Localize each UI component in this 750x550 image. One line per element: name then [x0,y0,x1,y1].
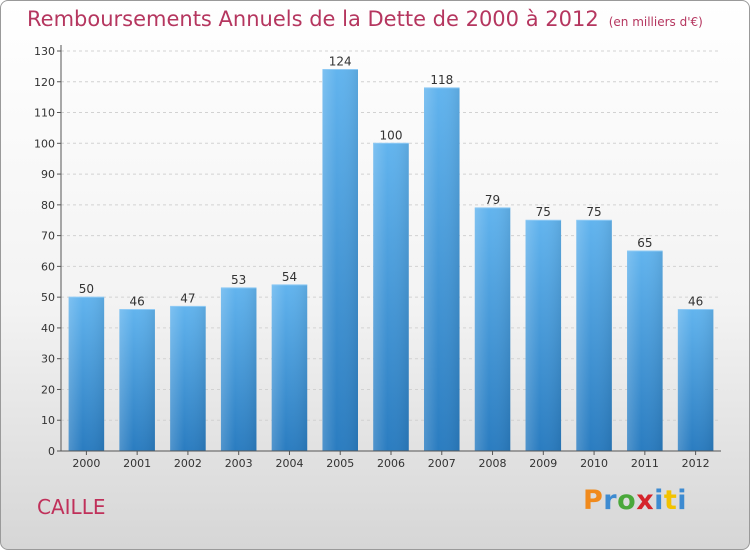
x-tick-label: 2005 [326,457,354,470]
y-tick-label: 50 [41,291,55,304]
logo-letter: o [617,485,637,516]
y-tick-label: 120 [34,76,55,89]
chart-title: Remboursements Annuels de la Dette de 20… [27,7,703,31]
data-label: 124 [329,54,352,68]
logo-letter: i [654,485,664,516]
bar-shade [271,284,308,451]
bar-shade [424,87,460,451]
x-tick-label: 2012 [682,457,710,470]
bar-shade [474,207,511,451]
y-tick-label: 90 [41,168,55,181]
bar-shade [576,220,612,451]
x-tick-label: 2009 [529,457,557,470]
data-label: 46 [688,294,703,308]
bar-shade [322,69,358,451]
bar-shade [119,309,155,451]
y-tick-label: 40 [41,322,55,335]
proxiti-logo: Proxiti [583,485,687,516]
data-label: 65 [637,236,652,250]
x-tick-label: 2002 [174,457,202,470]
logo-letter: i [677,485,688,516]
bar-shade [170,306,206,451]
bar-shade [68,297,105,451]
data-label: 50 [79,282,94,296]
logo-letter: P [583,485,604,516]
bar-layer: 50 46 47 53 54 124 100 118 79 75 75 65 46 [68,54,714,452]
data-label: 118 [430,73,453,87]
commune-name: CAILLE [37,495,106,519]
bar-shade [525,220,562,451]
y-tick-label: 130 [34,45,55,58]
x-tick-label: 2004 [275,457,303,470]
y-tick-label: 10 [41,414,55,427]
y-tick-label: 100 [34,137,55,150]
data-label: 54 [282,270,297,284]
data-label: 100 [380,128,403,142]
x-tick-label: 2003 [225,457,253,470]
x-tick-label: 2011 [631,457,659,470]
unit-label: (en milliers d'€) [608,15,703,29]
logo-letter: x [636,485,655,516]
y-tick-label: 60 [41,260,55,273]
y-tick-label: 30 [41,353,55,366]
data-label: 75 [586,205,601,219]
x-tick-label: 2000 [72,457,100,470]
y-tick-label: 110 [34,107,55,120]
x-tick-label: 2007 [428,457,456,470]
x-tick-label: 2010 [580,457,608,470]
data-label: 79 [485,193,500,207]
x-tick-label: 2008 [479,457,507,470]
y-tick-label: 0 [48,445,55,458]
data-label: 75 [536,205,551,219]
chart-title-text: Remboursements Annuels de la Dette de 20… [27,7,599,31]
logo-letter: r [603,485,618,516]
data-label: 53 [231,273,246,287]
bar-shade [627,251,663,451]
x-tick-label: 2006 [377,457,405,470]
y-tick-label: 80 [41,199,55,212]
x-tick-label: 2001 [123,457,151,470]
data-label: 46 [130,294,145,308]
data-label: 47 [180,291,195,305]
y-tick-label: 20 [41,383,55,396]
bar-shade [677,309,714,451]
axis-layer: 0 10 20 30 40 50 60 70 80 90 100 110 120 130 2000 2001 2… [34,45,721,470]
bar-shade [220,287,257,451]
logo-letter: t [663,485,678,516]
y-tick-label: 70 [41,230,55,243]
bar-shade [373,143,409,452]
